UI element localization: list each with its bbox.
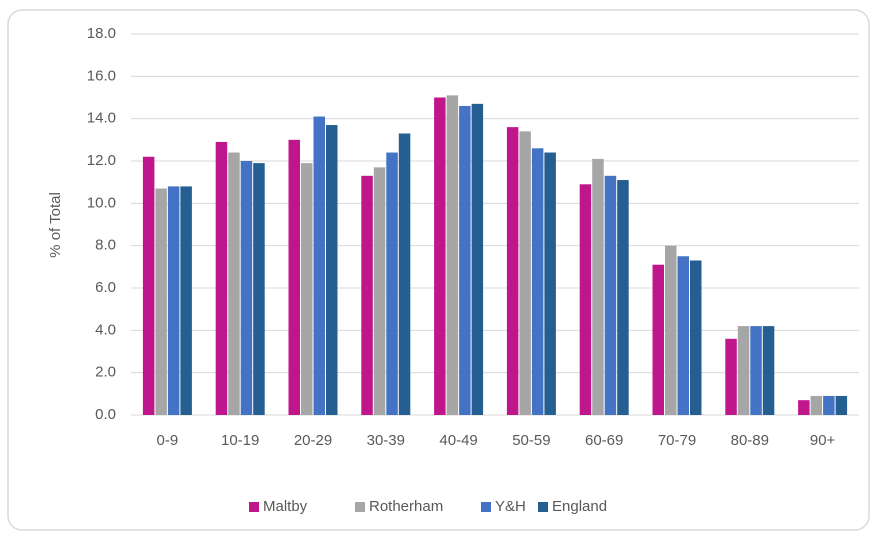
bar (690, 260, 702, 415)
bar (592, 158, 604, 415)
bar (155, 188, 167, 415)
bar (798, 400, 810, 415)
legend-label: Y&H (495, 498, 526, 515)
bar (288, 139, 300, 416)
bar (823, 395, 835, 415)
y-tick-label: 0.0 (95, 406, 116, 423)
bar (446, 95, 459, 415)
legend-label: England (552, 498, 607, 515)
bar (810, 395, 823, 415)
legend-swatch (355, 502, 365, 512)
bar (373, 167, 386, 415)
y-tick-label: 6.0 (95, 279, 116, 296)
y-tick-label: 14.0 (87, 110, 116, 127)
x-tick-label: 90+ (810, 432, 836, 449)
bar (762, 326, 775, 415)
legend-label: Rotherham (369, 498, 443, 515)
bar (652, 264, 664, 415)
bar (471, 103, 484, 415)
bar (398, 133, 411, 415)
bar (531, 148, 544, 416)
legend-swatch (249, 502, 259, 512)
bar (253, 163, 265, 415)
y-tick-label: 10.0 (87, 194, 116, 211)
bar (835, 395, 848, 415)
bar (750, 326, 762, 415)
bar (737, 326, 750, 415)
bar (180, 186, 192, 415)
bar (725, 338, 737, 415)
legend-label: Maltby (263, 498, 308, 515)
y-tick-label: 16.0 (87, 67, 116, 84)
x-tick-label: 60-69 (585, 432, 623, 449)
bar (240, 161, 253, 415)
bar (434, 97, 446, 415)
y-axis-label: % of Total (47, 192, 64, 258)
bar (228, 152, 240, 416)
bar (544, 152, 556, 416)
bar (313, 116, 325, 416)
x-tick-label: 10-19 (221, 432, 259, 449)
legend-swatch (538, 502, 548, 512)
bar (326, 125, 338, 416)
x-tick-label: 70-79 (658, 432, 696, 449)
y-tick-label: 4.0 (95, 321, 116, 338)
x-tick-label: 50-59 (512, 432, 550, 449)
x-tick-label: 30-39 (367, 432, 405, 449)
bar (617, 180, 629, 415)
bar (361, 175, 373, 415)
legend-swatch (481, 502, 491, 512)
x-tick-label: 20-29 (294, 432, 332, 449)
bar (301, 163, 313, 415)
y-tick-label: 2.0 (95, 364, 116, 381)
bar (579, 184, 592, 415)
bar (167, 186, 180, 415)
bar (386, 152, 398, 416)
x-tick-label: 40-49 (439, 432, 477, 449)
y-tick-label: 18.0 (87, 25, 116, 42)
bar (604, 175, 617, 415)
y-tick-label: 8.0 (95, 237, 116, 254)
bar (506, 127, 519, 415)
bar (459, 105, 471, 415)
bar (519, 131, 531, 415)
bar (215, 141, 228, 415)
x-tick-label: 0-9 (157, 432, 179, 449)
bar (665, 245, 677, 415)
bar (677, 256, 689, 415)
bar (142, 156, 155, 415)
y-tick-label: 12.0 (87, 152, 116, 169)
x-tick-label: 80-89 (731, 432, 769, 449)
